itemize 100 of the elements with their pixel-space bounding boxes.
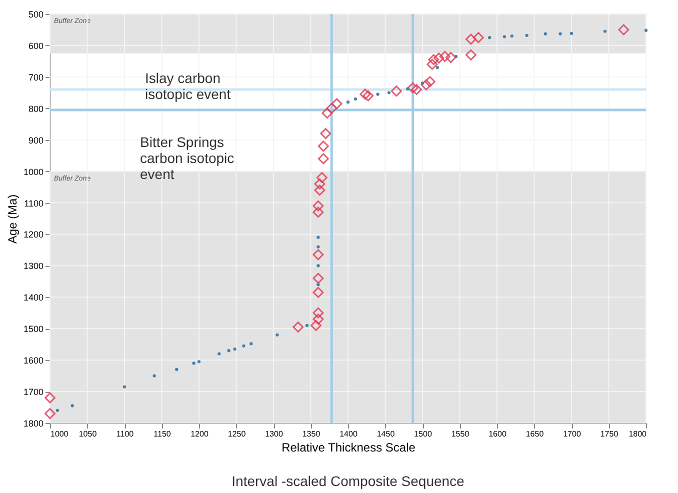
point: [312, 200, 324, 212]
point: [426, 58, 438, 70]
y-tick-label: 800: [28, 104, 44, 114]
point: [502, 35, 506, 38]
point: [312, 286, 324, 298]
point: [312, 314, 324, 325]
point: [322, 108, 333, 119]
point: [420, 82, 424, 85]
x-tick-label: 1600: [488, 430, 507, 438]
y-tick-label: 1800: [23, 418, 44, 428]
point: [433, 52, 444, 64]
point: [227, 349, 230, 352]
point: [312, 249, 324, 260]
point: [411, 84, 422, 95]
point: [320, 128, 332, 140]
point: [618, 24, 630, 36]
x-tick-label: 1200: [190, 430, 209, 438]
point: [439, 50, 450, 62]
point: [314, 178, 326, 190]
y-tick-label: 1500: [23, 324, 44, 334]
point: [312, 206, 324, 218]
point: [465, 49, 476, 60]
point: [406, 87, 410, 90]
point: [390, 86, 402, 97]
point: [152, 374, 156, 378]
point: [175, 368, 178, 372]
point: [316, 236, 320, 239]
point: [70, 404, 74, 408]
point: [354, 97, 358, 101]
x-tick-label: 1500: [414, 430, 432, 438]
point: [362, 90, 374, 102]
y-tick-label: 1600: [23, 356, 44, 366]
point: [218, 352, 221, 356]
point: [644, 28, 648, 32]
annotation: Islay carbon isotopic event: [145, 70, 231, 102]
point: [310, 320, 322, 331]
point: [428, 54, 440, 66]
point: [472, 32, 484, 44]
point: [445, 52, 456, 63]
point: [276, 333, 279, 336]
x-tick-label: 1300: [265, 430, 284, 438]
point: [197, 360, 201, 364]
point: [387, 91, 391, 94]
point: [360, 88, 371, 100]
x-tick-label: 1450: [376, 430, 396, 438]
point: [465, 34, 476, 45]
point: [570, 32, 574, 36]
point: [424, 76, 436, 88]
point: [312, 307, 324, 318]
y-tick-label: 900: [28, 135, 44, 146]
x-tick-label: 1750: [600, 430, 619, 438]
x-tick-label: 1550: [451, 430, 470, 438]
annotation: Bitter Springs carbon isotopic event: [140, 134, 234, 182]
point: [316, 282, 320, 286]
point: [407, 82, 418, 94]
point: [292, 322, 304, 333]
y-tick-label: 1000: [23, 166, 44, 177]
point: [44, 408, 56, 420]
x-tick-label: 1250: [228, 430, 246, 438]
point: [510, 34, 514, 38]
y-tick-label: 1100: [24, 198, 44, 208]
point: [316, 245, 320, 248]
point: [318, 140, 329, 152]
point: [192, 362, 196, 365]
x-axis-title: Relative Thickness Scale: [282, 440, 416, 454]
point: [122, 385, 126, 388]
y-axis-title: Age (Ma): [5, 194, 20, 244]
x-tick-label: 1650: [526, 430, 544, 438]
y-tick-label: 1200: [23, 230, 44, 240]
x-tick-label: 1700: [563, 430, 582, 438]
point: [316, 264, 320, 268]
point: [488, 36, 492, 40]
point: [242, 344, 246, 348]
y-tick-label: 1700: [23, 387, 44, 398]
point: [44, 392, 56, 404]
y-tick-label: 600: [28, 40, 44, 51]
point: [525, 34, 528, 37]
x-tick-label: 1150: [154, 430, 172, 438]
x-tick-label: 1400: [340, 430, 358, 438]
point: [305, 324, 309, 328]
point: [318, 153, 329, 164]
point: [544, 32, 548, 36]
point: [314, 184, 326, 196]
point: [233, 347, 236, 351]
point: [346, 100, 350, 104]
text: Interval -scaled Composite Sequence: [232, 473, 465, 489]
point: [250, 342, 253, 346]
x-tick-label: 1100: [116, 430, 134, 438]
x-tick-label: 1800: [628, 430, 648, 438]
x-tick-label: 1000: [50, 430, 69, 438]
point: [454, 54, 458, 58]
point: [558, 32, 562, 36]
x-tick-label: 1350: [302, 430, 321, 438]
point: [312, 272, 324, 284]
point: [376, 92, 380, 96]
y-tick-label: 700: [28, 72, 44, 82]
point: [326, 102, 338, 114]
y-tick-label: 1300: [23, 261, 44, 272]
point: [56, 408, 60, 412]
point: [420, 79, 432, 90]
